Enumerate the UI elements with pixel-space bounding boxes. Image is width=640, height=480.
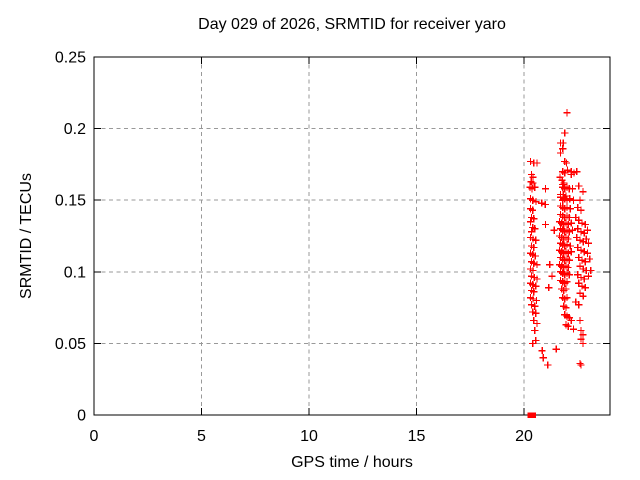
x-axis-label: GPS time / hours [291, 454, 413, 471]
x-tick-label: 15 [408, 428, 426, 445]
plot-frame [93, 56, 611, 416]
x-tick-label: 20 [515, 428, 533, 445]
y-tick-label: 0.25 [55, 50, 86, 67]
y-tick-label: 0.05 [55, 336, 86, 353]
y-tick-label: 0.15 [55, 193, 86, 210]
x-tick-label: 0 [90, 428, 99, 445]
y-axis-label: SRMTID / TECUs [18, 173, 35, 299]
x-tick-label: 10 [300, 428, 318, 445]
y-tick-label: 0.1 [64, 264, 86, 281]
chart-title: Day 029 of 2026, SRMTID for receiver yar… [198, 16, 506, 33]
data-point-square [527, 412, 533, 418]
data-point-square [530, 412, 536, 418]
data-points-plus [526, 109, 595, 369]
y-tick-label: 0.2 [64, 121, 86, 138]
y-tick-label: 0 [77, 408, 86, 425]
x-tick-label: 5 [197, 428, 206, 445]
